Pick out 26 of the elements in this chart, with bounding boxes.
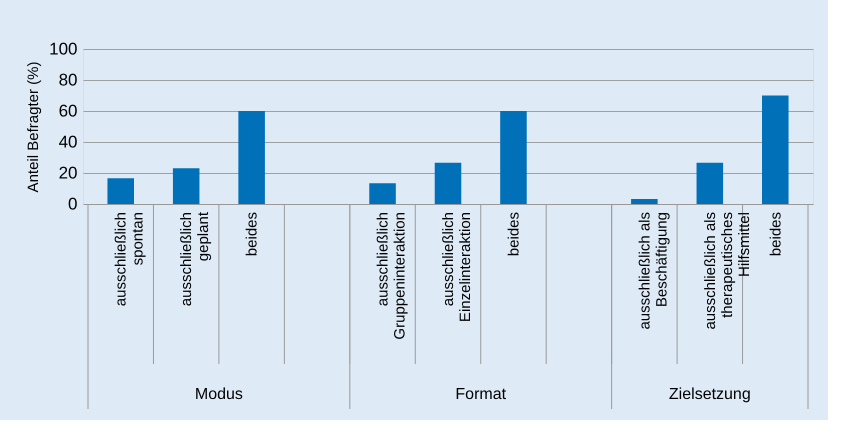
x-tick-label: ausschließlich als Beschäftigung	[636, 212, 670, 330]
y-tick-label: 0	[68, 194, 78, 214]
bar	[107, 178, 134, 204]
x-tick-label: beides	[767, 212, 784, 256]
x-tick-label: ausschließlich Gruppeninteraktion	[374, 212, 409, 340]
bar	[238, 111, 265, 204]
bar	[172, 168, 200, 204]
bar	[631, 199, 658, 204]
x-tick-label: beides	[505, 212, 522, 256]
bar	[762, 96, 789, 204]
y-axis-title: Anteil Befragter (%)	[25, 62, 42, 192]
x-tick-label: ausschließlich spontan	[112, 212, 147, 306]
y-tick-label: 80	[58, 70, 78, 90]
x-tick-label: beides	[244, 212, 261, 256]
y-tick-label: 20	[58, 164, 78, 182]
x-tick-label: ausschließlich als therapeutisches Hilfsmittel	[702, 212, 753, 330]
bar	[696, 162, 724, 204]
bar	[500, 111, 527, 204]
bar	[434, 162, 462, 204]
bar	[369, 183, 396, 204]
text: Modus	[194, 386, 243, 403]
y-tick-label: 100	[49, 40, 78, 58]
y-tick-label: 40	[58, 132, 78, 152]
y-tick-label: 60	[58, 102, 78, 120]
text: Zielsetzung	[668, 386, 751, 403]
text: Format	[455, 386, 507, 403]
